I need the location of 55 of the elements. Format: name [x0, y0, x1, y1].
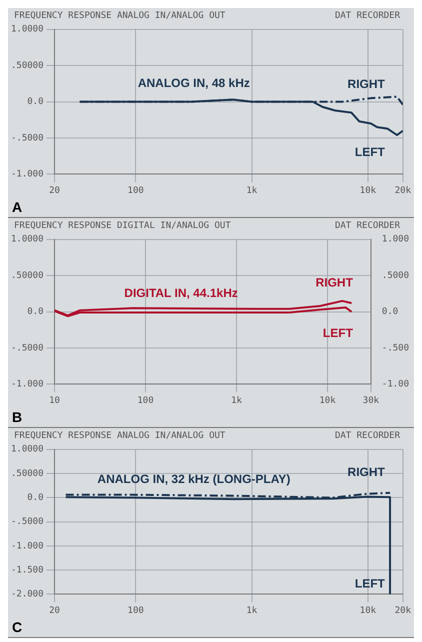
y2-tick-label: 0.0 — [382, 307, 398, 318]
y-tick-label: -1.000 — [10, 380, 44, 390]
x-tick-label: 10k — [360, 186, 377, 196]
annotation: DIGITAL IN, 44.1kHz — [124, 286, 238, 300]
x-tick-label: 1k — [246, 606, 258, 616]
x-tick-label: 10k — [360, 606, 377, 616]
chart-subtitle: DAT RECORDER — [334, 431, 400, 441]
x-tick-label: 20k — [394, 186, 412, 196]
series-label: LEFT — [322, 326, 354, 340]
y-tick-label: .50000 — [10, 468, 44, 479]
x-tick-label: 100 — [128, 186, 144, 196]
x-tick-label: 20 — [49, 186, 60, 196]
y-tick-label: -1.000 — [10, 170, 44, 180]
x-tick-label: 20k — [394, 606, 412, 616]
chart-title: FREQUENCY RESPONSE ANALOG IN/ANALOG OUT — [14, 11, 226, 21]
y-tick-label: 0.0 — [27, 307, 44, 318]
series-label: LEFT — [354, 145, 386, 160]
y-tick-label: .50000 — [10, 270, 44, 281]
y-tick-label: -.5000 — [10, 517, 44, 528]
x-tick-label: 20 — [49, 606, 60, 616]
y-tick-label: 1.0000 — [10, 234, 44, 245]
y-tick-label: 1.0000 — [10, 444, 44, 455]
y-tick-label: -.5000 — [10, 343, 44, 354]
text: B — [12, 409, 22, 425]
y-tick-label: 0.0 — [27, 97, 44, 108]
chart-title: FREQUENCY RESPONSE ANALOG IN/ANALOG OUT — [14, 431, 226, 441]
y-tick-label: -1.500 — [10, 565, 44, 576]
series-label: RIGHT — [348, 465, 386, 480]
annotation: ANALOG IN, 48 kHz — [138, 76, 250, 90]
x-tick-label: 10k — [319, 396, 336, 406]
y2-tick-label: .5000 — [382, 270, 409, 281]
x-tick-label: 1k — [231, 396, 242, 406]
y-tick-label: 0.0 — [27, 493, 44, 504]
annotation: ANALOG IN, 32 kHz (LONG-PLAY) — [97, 472, 290, 486]
series-label: LEFT — [354, 576, 386, 591]
y-tick-label: -1.000 — [10, 541, 44, 552]
x-tick-label: 100 — [137, 396, 154, 406]
y-tick-label: 1.0000 — [10, 24, 44, 35]
chart-subtitle: DAT RECORDER — [334, 11, 400, 21]
text: A — [12, 199, 22, 215]
x-tick-label: 30k — [362, 396, 380, 406]
chart-title: FREQUENCY RESPONSE DIGITAL IN/ANALOG OUT — [14, 221, 231, 231]
x-tick-label: 100 — [128, 606, 144, 616]
chart-subtitle: DAT RECORDER — [334, 221, 400, 231]
y2-tick-label: -.500 — [382, 343, 409, 354]
y-tick-label: -2.000 — [10, 590, 44, 600]
y2-tick-label: -1.00 — [382, 380, 409, 390]
x-tick-label: 1k — [246, 186, 258, 196]
series-label: RIGHT — [348, 77, 386, 92]
x-tick-label: 10 — [49, 396, 60, 406]
series-label: RIGHT — [316, 275, 354, 290]
text: C — [12, 619, 22, 635]
y-tick-label: .50000 — [10, 60, 44, 71]
y-tick-label: -.5000 — [10, 133, 44, 144]
y2-tick-label: 1.000 — [382, 234, 409, 245]
